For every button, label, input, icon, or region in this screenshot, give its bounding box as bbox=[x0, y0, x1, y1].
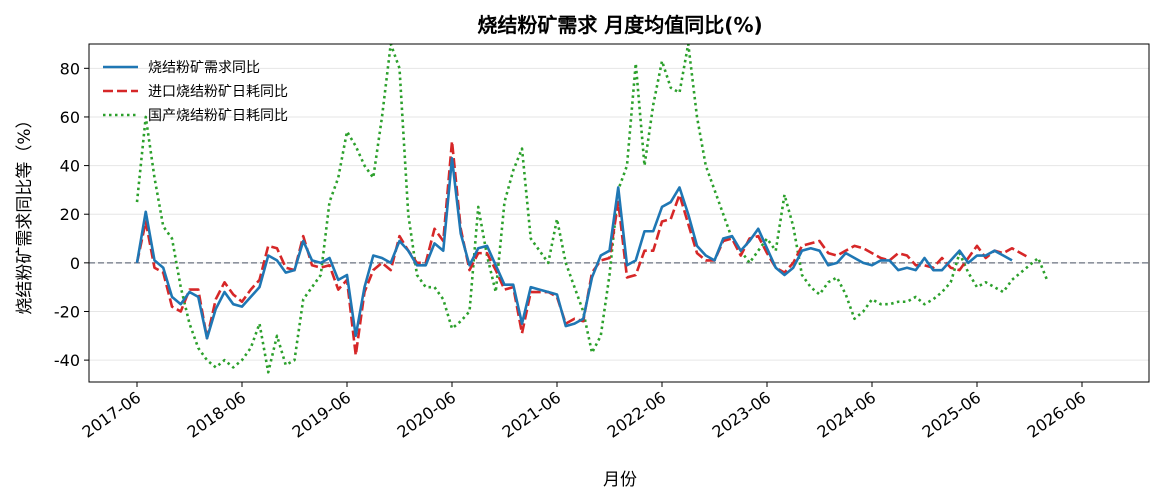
chart-title: 烧结粉矿需求 月度均值同比(%) bbox=[477, 13, 762, 37]
x-tick-label: 2020-06 bbox=[394, 388, 460, 442]
x-tick-label: 2019-06 bbox=[289, 388, 355, 442]
x-tick-label: 2024-06 bbox=[814, 388, 880, 442]
y-tick-label: -40 bbox=[54, 351, 80, 370]
legend-label: 烧结粉矿需求同比 bbox=[148, 60, 260, 76]
plot-frame bbox=[88, 43, 1150, 383]
y-tick-label: 40 bbox=[60, 157, 80, 176]
y-tick-label: 80 bbox=[60, 59, 80, 78]
x-axis-title: 月份 bbox=[603, 470, 637, 490]
x-tick-label: 2017-06 bbox=[79, 388, 145, 442]
series-layer bbox=[135, 44, 1049, 374]
y-tick-label: 60 bbox=[60, 108, 80, 127]
x-tick-label: 2025-06 bbox=[919, 388, 985, 442]
series-line-1 bbox=[135, 156, 1013, 340]
x-tick-label: 2023-06 bbox=[709, 388, 775, 442]
legend-label: 进口烧结粉矿日耗同比 bbox=[148, 84, 288, 100]
series-line-3 bbox=[135, 44, 1049, 374]
y-tick-label: -20 bbox=[54, 302, 80, 321]
x-tick-label: 2018-06 bbox=[184, 388, 250, 442]
x-axis-ticks: 2017-06 2018-06 2019-06 2020-06 2021-06 2022-… bbox=[79, 382, 1090, 442]
x-tick-label: 2021-06 bbox=[499, 388, 565, 442]
y-axis-title: 烧结粉矿需求同比等（%） bbox=[15, 111, 35, 314]
legend-label: 国产烧结粉矿日耗同比 bbox=[148, 108, 288, 124]
x-tick-label: 2026-06 bbox=[1024, 388, 1090, 442]
y-tick-label: 20 bbox=[60, 205, 80, 224]
y-axis-ticks: -40 -20 0 20 40 60 80 bbox=[54, 59, 89, 370]
x-tick-label: 2022-06 bbox=[604, 388, 670, 442]
y-tick-label: 0 bbox=[70, 254, 80, 273]
series-line-2 bbox=[135, 139, 1031, 357]
